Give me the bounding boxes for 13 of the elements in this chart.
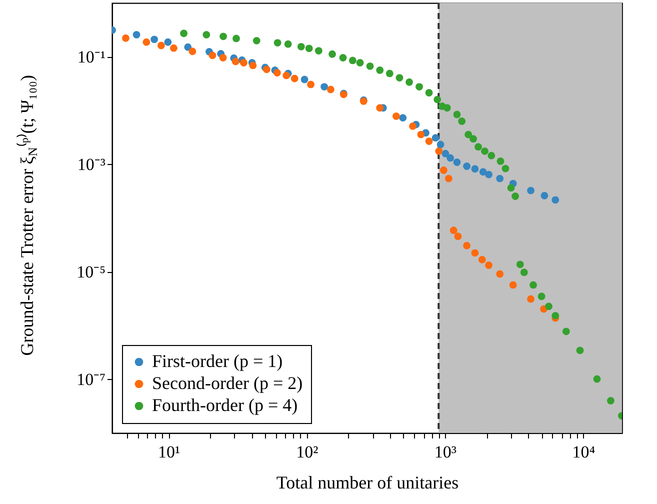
x-tick-label: 10³ [434, 442, 456, 462]
x-tick-label: 10² [296, 442, 318, 462]
legend-label: Second-order (p = 2) [152, 373, 303, 393]
y-axis-title: Ground-state Trotter error ξN⁽ᵖ⁾(t; Ψ₁₀₀) [16, 75, 40, 356]
x-tick-label: 10¹ [158, 442, 180, 462]
y-tick-label: 10⁻⁷ [76, 370, 106, 389]
x-tick-label: 10⁴ [572, 442, 596, 462]
legend-label: Fourth-order (p = 4) [152, 395, 298, 415]
y-tick-label: 10⁻³ [77, 154, 106, 174]
y-tick-label: 10⁻¹ [77, 47, 106, 66]
y-tick-label: 10⁻⁵ [76, 262, 106, 282]
x-axis-title: Total number of unitaries [276, 472, 459, 492]
legend-label: First-order (p = 1) [152, 351, 283, 371]
